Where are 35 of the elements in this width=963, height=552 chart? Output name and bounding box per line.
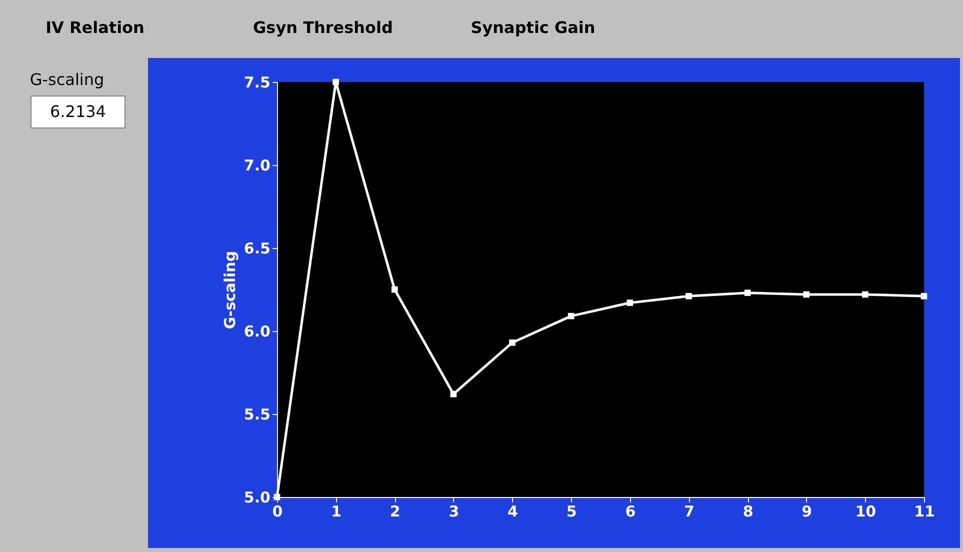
x-tick-label: 4 bbox=[508, 502, 518, 520]
point bbox=[920, 292, 928, 300]
point bbox=[803, 291, 810, 298]
point bbox=[391, 286, 398, 293]
point bbox=[626, 300, 634, 306]
x-tick-label: 1 bbox=[331, 502, 342, 520]
y-tick-label: 7.5 bbox=[244, 74, 270, 92]
y-tick-label: 5.0 bbox=[244, 488, 270, 506]
x-tick-label: 7 bbox=[684, 502, 694, 520]
x-tick-label: 0 bbox=[272, 502, 283, 520]
text: G-scaling bbox=[30, 70, 104, 89]
text: 6.2134 bbox=[50, 102, 106, 121]
y-axis-title: G-scaling bbox=[220, 250, 239, 330]
x-tick-label: 2 bbox=[390, 502, 400, 520]
x-tick-label: 3 bbox=[448, 502, 460, 520]
x-tick-label: 6 bbox=[625, 502, 636, 520]
point bbox=[686, 292, 692, 300]
text: Synaptic Gain bbox=[470, 18, 596, 37]
text: IV Relation bbox=[46, 18, 144, 37]
point bbox=[332, 78, 339, 86]
point bbox=[509, 339, 516, 346]
y-tick-label: 5.5 bbox=[244, 406, 270, 424]
x-tick-label: 9 bbox=[802, 502, 812, 520]
x-tick-label: 5 bbox=[566, 502, 577, 520]
point bbox=[862, 291, 868, 298]
y-tick-label: 6.0 bbox=[244, 322, 270, 340]
x-tick-label: 11 bbox=[914, 502, 935, 520]
x-tick-label: 10 bbox=[855, 502, 876, 520]
text: Gsyn Threshold bbox=[253, 18, 393, 37]
y-tick-label: 6.5 bbox=[244, 240, 270, 258]
x-tick-label: 8 bbox=[742, 502, 754, 520]
point bbox=[568, 312, 574, 320]
y-tick-label: 7.0 bbox=[244, 156, 270, 174]
point bbox=[744, 290, 751, 296]
point bbox=[450, 390, 457, 398]
